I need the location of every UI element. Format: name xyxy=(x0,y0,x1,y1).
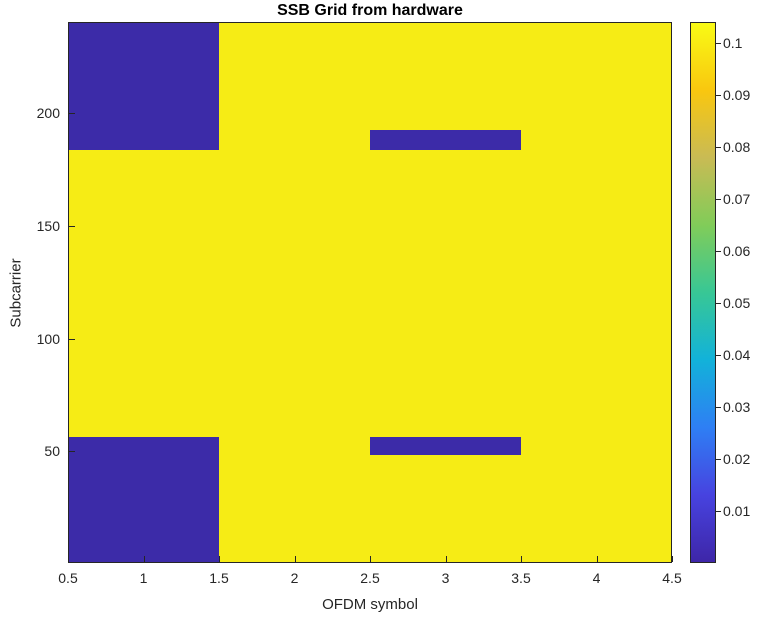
heatmap-zero-region xyxy=(69,436,219,562)
x-tick-label: 4 xyxy=(592,570,601,586)
x-tick-label: 2 xyxy=(290,570,299,586)
x-tick-mark xyxy=(370,556,371,562)
colorbar-tick-label: 0.05 xyxy=(723,294,751,311)
y-tick-mark xyxy=(69,338,75,340)
x-tick-mark xyxy=(68,556,69,562)
x-tick-mark xyxy=(143,556,145,562)
x-tick-label: 1 xyxy=(139,570,148,586)
colorbar-tick-label: 0.09 xyxy=(723,86,751,103)
colorbar-tick-mark xyxy=(716,458,721,460)
colorbar-tick-mark xyxy=(716,354,721,356)
colorbar-tick-label: 0.04 xyxy=(723,346,751,363)
chart-title: SSB Grid from hardware xyxy=(277,2,463,19)
colorbar-tick-mark xyxy=(716,198,721,200)
x-tick-mark xyxy=(521,556,522,562)
colorbar-tick-mark xyxy=(716,42,721,44)
y-axis-label: Subcarrier xyxy=(7,258,25,328)
x-tick-mark xyxy=(672,556,673,562)
x-tick-label: 3.5 xyxy=(511,570,531,586)
colorbar-tick-label: 0.02 xyxy=(723,450,751,467)
colorbar-tick-label: 0.03 xyxy=(723,398,751,415)
y-tick-label: 100 xyxy=(36,330,60,347)
x-axis-label: OFDM symbol xyxy=(322,596,418,613)
x-tick-label: 3 xyxy=(441,570,450,586)
colorbar-tick-mark xyxy=(716,406,721,408)
x-tick-mark xyxy=(596,556,598,562)
colorbar-tick-label: 0.01 xyxy=(723,502,751,519)
heatmap-zero-region xyxy=(370,130,521,151)
y-tick-label: 150 xyxy=(36,218,60,234)
colorbar-tick-label: 0.06 xyxy=(723,242,751,259)
y-tick-mark xyxy=(69,226,75,227)
y-tick-label: 200 xyxy=(36,105,60,122)
colorbar xyxy=(690,22,716,563)
heatmap-zero-region xyxy=(69,23,219,151)
x-tick-label: 1.5 xyxy=(209,570,229,586)
colorbar-tick-mark xyxy=(716,94,721,96)
colorbar-tick-label: 0.07 xyxy=(723,190,751,207)
x-tick-label: 2.5 xyxy=(360,570,380,586)
y-tick-mark xyxy=(69,451,75,453)
colorbar-tick-label: 0.1 xyxy=(723,34,743,51)
x-tick-label: 4.5 xyxy=(662,570,682,586)
x-tick-mark xyxy=(294,556,296,562)
heatmap-zero-region xyxy=(370,436,521,455)
heatmap-plot-area xyxy=(68,22,672,563)
x-tick-mark xyxy=(445,556,447,562)
colorbar-tick-mark xyxy=(716,302,721,304)
colorbar-tick-mark xyxy=(716,146,721,148)
x-tick-mark xyxy=(219,556,220,562)
y-tick-mark xyxy=(69,113,75,115)
colorbar-tick-mark xyxy=(716,250,721,252)
x-tick-label: 0.5 xyxy=(58,570,78,586)
colorbar-tick-mark xyxy=(716,510,721,512)
y-tick-label: 50 xyxy=(44,443,60,460)
colorbar-tick-label: 0.08 xyxy=(723,138,751,155)
